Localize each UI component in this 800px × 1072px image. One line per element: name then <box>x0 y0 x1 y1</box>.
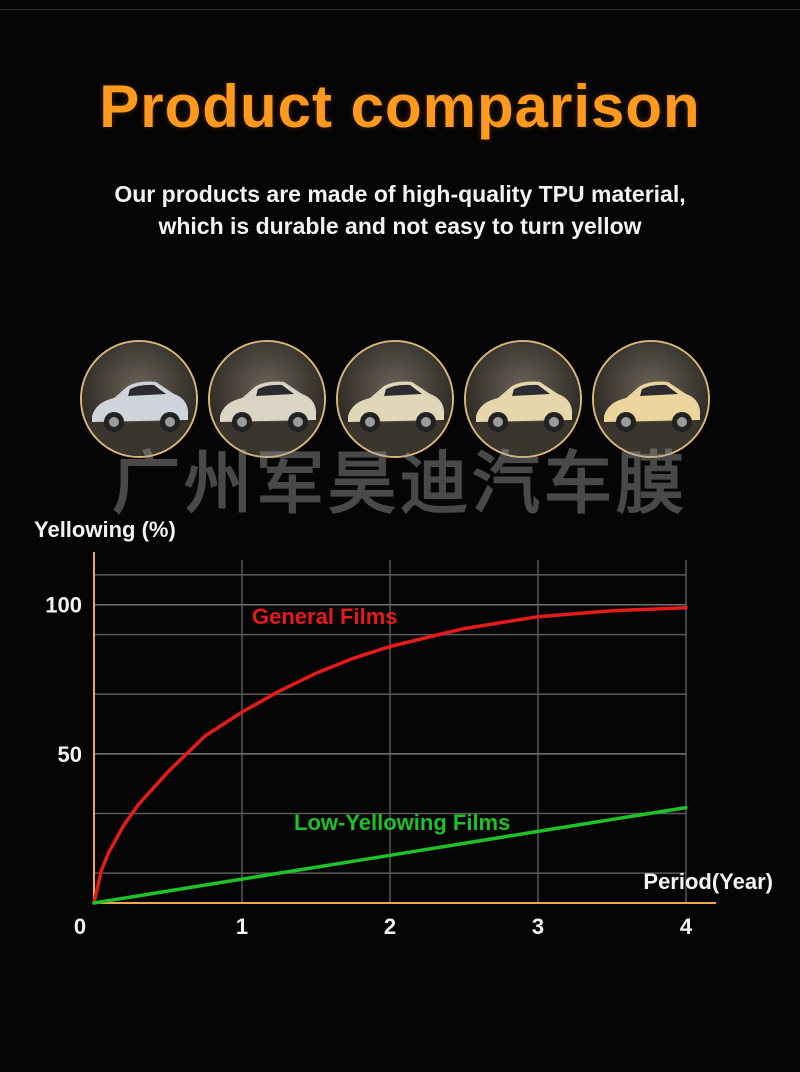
x-tick-label: 3 <box>532 914 544 939</box>
car-photo-row <box>80 340 720 462</box>
series-label-0: General Films <box>252 604 398 629</box>
series-line-1 <box>92 805 688 905</box>
white-car-photo-5 <box>592 340 710 458</box>
x-tick-label: 4 <box>680 914 693 939</box>
watermark-text: 广州军昊迪汽车膜 <box>111 445 688 524</box>
series-line-0 <box>92 605 688 905</box>
x-tick-label: 0 <box>74 914 86 939</box>
subtitle-line-1: Our products are made of high-quality TP… <box>114 181 686 207</box>
y-tick-label: 50 <box>58 742 82 767</box>
y-tick-label: 100 <box>45 593 82 618</box>
x-tick-label: 1 <box>236 914 248 939</box>
yellowing-line-chart: Yellowing (%) Period(Year) 0 1 2 3 4 50 100 Gener… <box>34 517 773 939</box>
top-divider <box>0 9 800 10</box>
x-axis-label: Period(Year) <box>643 869 773 894</box>
y-axis-label: Yellowing (%) <box>34 517 176 542</box>
white-car-photo-2 <box>208 340 326 458</box>
subtitle-line-2: which is durable and not easy to turn ye… <box>158 213 642 239</box>
series-label-1: Low-Yellowing Films <box>294 810 510 835</box>
page-subtitle: Our products are made of high-quality TP… <box>0 178 800 242</box>
x-tick-label: 2 <box>384 914 396 939</box>
page-title: Product comparison <box>99 73 701 140</box>
